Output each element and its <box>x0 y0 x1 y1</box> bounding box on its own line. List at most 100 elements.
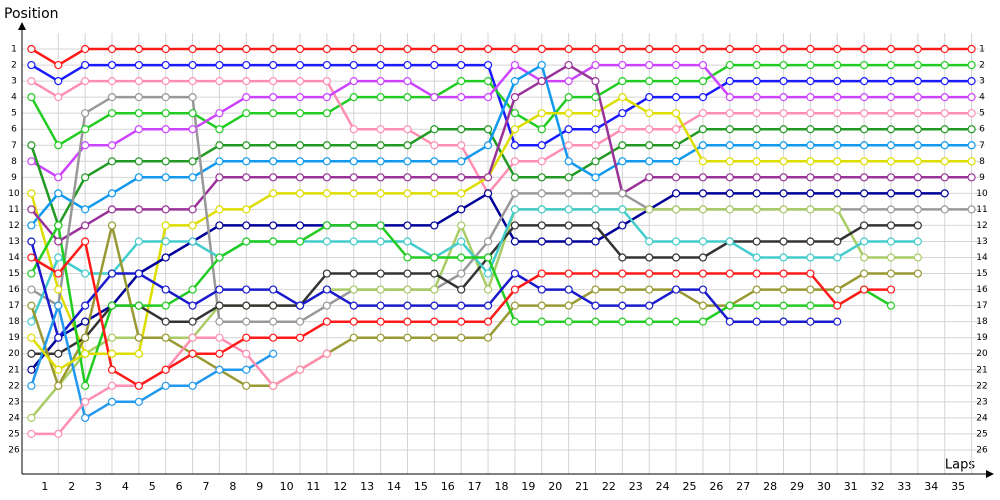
series-point <box>242 349 251 358</box>
series-point <box>27 365 36 374</box>
series-point <box>430 125 439 134</box>
series-point <box>403 253 412 262</box>
series-point <box>457 189 466 198</box>
series-point <box>349 125 358 134</box>
series-point <box>913 77 922 86</box>
series-point <box>752 141 761 150</box>
x-tick-label: 30 <box>817 480 831 493</box>
series-point <box>671 173 681 182</box>
series-point <box>457 301 466 310</box>
series-point <box>833 93 842 102</box>
series-point <box>860 237 869 246</box>
series-point <box>537 205 546 214</box>
series-point <box>403 285 412 294</box>
series-point <box>215 125 224 134</box>
series-point <box>564 285 573 294</box>
series-point <box>833 44 842 54</box>
series-point <box>564 221 573 230</box>
series-point <box>107 381 117 390</box>
series-point <box>886 60 896 70</box>
series-point <box>349 93 358 102</box>
series-point <box>725 189 734 198</box>
series-point <box>886 141 896 150</box>
series-point <box>134 77 143 86</box>
series-point <box>215 157 224 166</box>
x-tick-label: 3 <box>95 480 102 493</box>
series-point <box>269 157 278 166</box>
series-line <box>30 63 972 147</box>
series-point <box>833 141 842 150</box>
series-point <box>833 109 842 118</box>
series-point <box>27 237 36 246</box>
x-tick-label: 28 <box>763 480 777 493</box>
x-tick-label: 17 <box>468 480 482 493</box>
series-point <box>645 93 654 102</box>
series-point <box>457 317 466 326</box>
series-point <box>430 253 439 262</box>
y-tick-label: 12 <box>8 221 19 231</box>
x-tick-label: 10 <box>280 480 294 493</box>
y-tick-label-right: 7 <box>979 141 985 151</box>
series-point <box>81 381 90 390</box>
series-point <box>618 317 627 326</box>
series-point <box>403 221 412 230</box>
series-point <box>134 60 143 70</box>
series-point <box>81 77 90 86</box>
series-point <box>107 301 117 310</box>
series-point <box>806 141 815 150</box>
x-tick-label: 16 <box>441 480 455 493</box>
series-point <box>591 285 600 294</box>
series-point <box>483 253 493 262</box>
series-point <box>81 333 90 342</box>
series-point <box>27 93 36 102</box>
series-point <box>322 109 331 118</box>
series-point <box>967 173 976 182</box>
series-point <box>806 205 815 214</box>
series-point <box>833 60 842 70</box>
series-point <box>913 237 922 246</box>
series-line <box>30 63 972 227</box>
series-point <box>483 333 493 342</box>
series-point <box>188 173 197 182</box>
series-point <box>215 44 224 54</box>
series-point <box>860 173 869 182</box>
y-tick-label-right: 17 <box>976 301 987 311</box>
series-point <box>967 44 976 54</box>
series-point <box>833 77 842 86</box>
series-point <box>242 333 251 342</box>
series-point <box>698 141 708 150</box>
series-point <box>886 301 896 310</box>
series-point <box>886 125 896 134</box>
series-point <box>618 60 627 70</box>
series-point <box>403 60 412 70</box>
y-tick-label-right: 18 <box>976 317 988 327</box>
series-point <box>752 173 761 182</box>
series-point <box>913 269 922 278</box>
series-point <box>698 157 708 166</box>
series-point <box>537 317 546 326</box>
series-point <box>886 157 896 166</box>
series-point <box>591 173 600 182</box>
series-point <box>510 269 520 278</box>
series-point <box>537 301 546 310</box>
series-point <box>779 317 788 326</box>
series-point <box>188 333 197 342</box>
series-point <box>671 189 681 198</box>
series-point <box>269 189 278 198</box>
series-point <box>161 173 170 182</box>
series-point <box>645 237 654 246</box>
series-point <box>376 237 385 246</box>
y-tick-label-right: 22 <box>976 381 987 391</box>
series-point <box>752 205 761 214</box>
series-point <box>537 109 546 118</box>
series-point <box>295 189 305 198</box>
series-point <box>430 44 439 54</box>
series-point <box>403 173 412 182</box>
series-point <box>752 60 761 70</box>
series-point <box>806 173 815 182</box>
series-point <box>967 157 976 166</box>
series-point <box>376 189 385 198</box>
series-point <box>537 189 546 198</box>
series-point <box>860 157 869 166</box>
series-point <box>591 189 600 198</box>
